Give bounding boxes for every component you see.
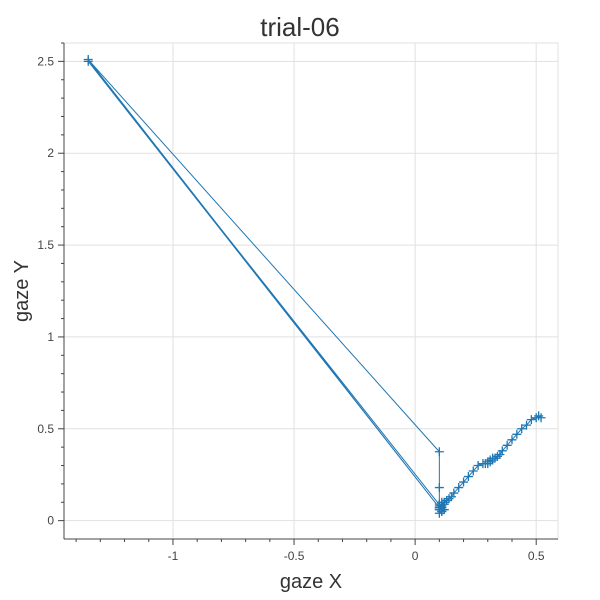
gaze-point-marker [434, 483, 444, 493]
gaze-point-marker [434, 447, 444, 457]
y-axis-label: gaze Y [11, 260, 33, 322]
x-axis-ticks: -1 -0.5 0 0.5 [75, 539, 545, 563]
gaze-point-marker [459, 477, 469, 487]
x-tick-label: -1 [168, 549, 179, 563]
gaze-point-marker [517, 424, 527, 434]
x-tick-label: -0.5 [284, 549, 305, 563]
gaze-trace-line [87, 59, 542, 515]
gaze-point-marker [434, 503, 444, 513]
gaze-trace [83, 55, 546, 518]
y-tick-label: 0 [47, 514, 54, 528]
gaze-point-marker [502, 440, 512, 450]
gaze-point-marker [478, 459, 488, 469]
gaze-point-marker [526, 415, 536, 425]
gaze-point-marker [454, 483, 464, 493]
plot-frame [63, 42, 559, 540]
gaze-markers [83, 55, 546, 518]
y-axis-ticks: 0 0.5 1 1.5 2 2.5 [37, 42, 64, 528]
gaze-point-marker [468, 466, 478, 476]
y-tick-label: 2 [47, 146, 54, 160]
gaze-point-marker [463, 472, 473, 482]
x-axis-label: gaze X [280, 571, 342, 593]
gaze-point-marker [512, 429, 522, 439]
axes [63, 43, 558, 540]
gaze-point-marker [507, 435, 517, 445]
gaze-point-marker [522, 420, 532, 430]
chart-title: trial-06 [260, 12, 339, 42]
gaze-point-marker [531, 413, 541, 423]
x-tick-label: 0.5 [528, 549, 545, 563]
grid [64, 43, 558, 539]
y-tick-label: 2.5 [37, 54, 54, 68]
y-tick-label: 1 [47, 330, 54, 344]
gaze-point-marker [473, 461, 483, 471]
y-tick-label: 0.5 [37, 422, 54, 436]
gaze-point-marker [83, 56, 93, 66]
x-tick-label: 0 [412, 549, 419, 563]
y-tick-label: 1.5 [37, 238, 54, 252]
